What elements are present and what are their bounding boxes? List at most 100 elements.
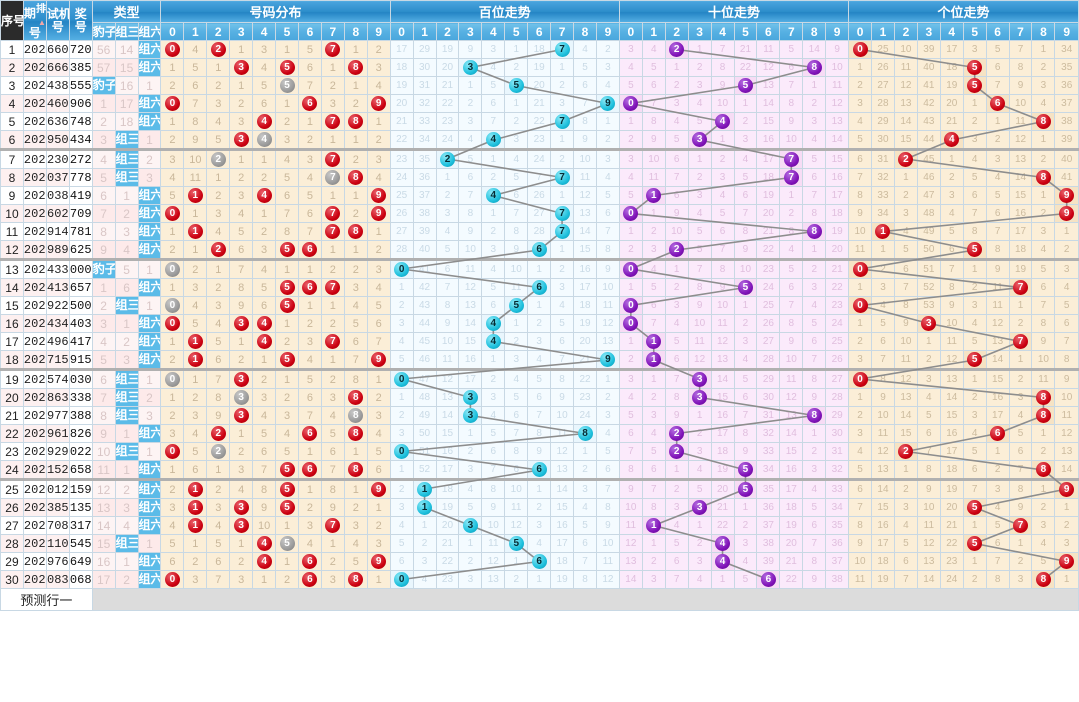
- col-header-hundreds-0[interactable]: 0: [389, 22, 414, 41]
- predict-label[interactable]: 预测行一: [0, 588, 93, 611]
- col-header-units-3[interactable]: 3: [916, 22, 941, 41]
- col-header-units-0[interactable]: 0: [848, 22, 873, 41]
- sort-up-arrow-icon[interactable]: ▲: [38, 17, 46, 27]
- cell-issue[interactable]: 2025084: [22, 368, 47, 389]
- col-header-distribution-3[interactable]: 3: [229, 22, 254, 41]
- table-row[interactable]: 18202508371591553组六216215417954611161347…: [0, 350, 1079, 370]
- table-row[interactable]: 220250676663855715组六15134561831830203421…: [0, 58, 1079, 77]
- table-row[interactable]: 23202508892902210组三105226516150511626891…: [0, 442, 1079, 461]
- cell-issue[interactable]: 2025079: [22, 278, 47, 297]
- cell-issue[interactable]: 2025095: [22, 570, 47, 589]
- table-row[interactable]: 22202508796182691组六342154658435015157811…: [0, 424, 1079, 443]
- table-row[interactable]: 242025089152658111组六16137567861521737661…: [0, 460, 1079, 480]
- col-header-units-7[interactable]: 7: [1008, 22, 1033, 41]
- col-header-distribution-6[interactable]: 6: [297, 22, 322, 41]
- table-row[interactable]: 2020250858633387组三2128332638214813335692…: [0, 388, 1079, 407]
- table-row[interactable]: 620250719504343组三12953432112223424443231…: [0, 130, 1079, 150]
- col-header-distribution-9[interactable]: 9: [366, 22, 391, 41]
- col-header-tens-4[interactable]: 4: [710, 22, 735, 41]
- table-row[interactable]: 52025070636748218组六184342178121332337222…: [0, 112, 1079, 131]
- col-header-tens-7[interactable]: 7: [779, 22, 804, 41]
- cell-issue[interactable]: 2025085: [22, 388, 47, 407]
- col-header-hundreds-1[interactable]: 1: [412, 22, 437, 41]
- cell-issue[interactable]: 2025086: [22, 406, 47, 425]
- cell-issue[interactable]: 2025091: [22, 498, 47, 517]
- cell-issue[interactable]: 2025093: [22, 534, 47, 553]
- col-header-tens-1[interactable]: 1: [641, 22, 666, 41]
- table-row[interactable]: 9202507403841961组六5123465119253727462611…: [0, 186, 1079, 205]
- sort-icon[interactable]: 排序▲▼: [36, 2, 46, 27]
- col-header-tens-5[interactable]: 5: [733, 22, 758, 41]
- cell-issue[interactable]: 2025082: [22, 332, 47, 351]
- col-header-units-8[interactable]: 8: [1031, 22, 1056, 41]
- col-header-hundreds-2[interactable]: 2: [435, 22, 460, 41]
- col-header-tens-6[interactable]: 6: [756, 22, 781, 41]
- col-header-type-0[interactable]: 豹子: [91, 22, 116, 41]
- col-header-hundreds-9[interactable]: 9: [595, 22, 620, 41]
- table-row[interactable]: 12202507798962594组六212635611228405103961…: [0, 240, 1079, 260]
- col-header-units-4[interactable]: 4: [939, 22, 964, 41]
- table-row[interactable]: 262025091385135133组六31339529213119591121…: [0, 498, 1079, 517]
- table-row[interactable]: 820250730377785组三34111225478424361625771…: [0, 168, 1079, 187]
- col-header-seq[interactable]: 序号: [0, 0, 24, 41]
- cell-issue[interactable]: 2025074: [22, 186, 47, 205]
- cell-issue[interactable]: 2025075: [22, 204, 47, 223]
- table-row[interactable]: 132025078433000豹子51021741122304161141012…: [0, 258, 1079, 279]
- cell-issue[interactable]: 2025081: [22, 314, 47, 333]
- col-header-distribution-0[interactable]: 0: [160, 22, 185, 41]
- table-row[interactable]: 32025068438555豹子161262155721419312115520…: [0, 76, 1079, 95]
- col-header-distribution-2[interactable]: 2: [206, 22, 231, 41]
- col-header-units-6[interactable]: 6: [985, 22, 1010, 41]
- col-header-units-5[interactable]: 5: [962, 22, 987, 41]
- table-row[interactable]: 16202508143440331组六054341225634491441251…: [0, 314, 1079, 333]
- table-row[interactable]: 14202507941365716组六132855673414271251163…: [0, 278, 1079, 297]
- cell-issue[interactable]: 2025078: [22, 258, 47, 279]
- table-row[interactable]: 10202507560270972组六013417672926383817277…: [0, 204, 1079, 223]
- table-row[interactable]: 292025094976649161组六62624162596322212161…: [0, 552, 1079, 571]
- col-header-tens-8[interactable]: 8: [802, 22, 827, 41]
- cell-issue[interactable]: 2025089: [22, 460, 47, 480]
- table-row[interactable]: 1920250845740306组三1017321528104712172458…: [0, 368, 1079, 389]
- col-header-type-1[interactable]: 组三: [114, 22, 139, 41]
- col-header-test[interactable]: 试机号: [45, 0, 70, 41]
- table-row[interactable]: 17202508249641742组六115142376744510154236…: [0, 332, 1079, 351]
- col-header-hundreds-3[interactable]: 3: [458, 22, 483, 41]
- cell-issue[interactable]: 2025066: [22, 40, 47, 59]
- table-row[interactable]: 252025090012159122组六21248518192118481011…: [0, 478, 1079, 499]
- col-header-issue[interactable]: 期排序▲▼ 号: [22, 0, 47, 41]
- table-row[interactable]: 272025092708317144组六41431013732412031012…: [0, 516, 1079, 535]
- col-header-hundreds-5[interactable]: 5: [504, 22, 529, 41]
- col-header-tens-3[interactable]: 3: [687, 22, 712, 41]
- table-row[interactable]: 302025095083068172组六03731263810423313211…: [0, 570, 1079, 589]
- cell-issue[interactable]: 2025068: [22, 76, 47, 95]
- col-header-units-1[interactable]: 1: [871, 22, 895, 41]
- table-row[interactable]: 11202507691478183组六114528778127394928287…: [0, 222, 1079, 241]
- cell-issue[interactable]: 2025067: [22, 58, 47, 77]
- table-row[interactable]: 28202509311054515组三151514541435221111541…: [0, 534, 1079, 553]
- col-header-distribution-4[interactable]: 4: [252, 22, 277, 41]
- col-header-hundreds-8[interactable]: 8: [573, 22, 597, 41]
- cell-issue[interactable]: 2025071: [22, 130, 47, 150]
- col-header-distribution-8[interactable]: 8: [343, 22, 368, 41]
- cell-issue[interactable]: 2025072: [22, 148, 47, 169]
- col-header-units-2[interactable]: 2: [893, 22, 918, 41]
- cell-issue[interactable]: 2025080: [22, 296, 47, 315]
- col-header-distribution-7[interactable]: 7: [320, 22, 345, 41]
- cell-issue[interactable]: 2025076: [22, 222, 47, 241]
- cell-issue[interactable]: 2025092: [22, 516, 47, 535]
- cell-issue[interactable]: 2025087: [22, 424, 47, 443]
- cell-issue[interactable]: 2025077: [22, 240, 47, 260]
- table-row[interactable]: 2120250869773888组三3239343748324914346710…: [0, 406, 1079, 425]
- table-row[interactable]: 1520250809225002组三1043965114524381365141…: [0, 296, 1079, 315]
- col-header-type-2[interactable]: 组六: [137, 22, 162, 41]
- cell-issue[interactable]: 2025088: [22, 442, 47, 461]
- table-row[interactable]: 120250666607205614组六04213157121729199311…: [0, 40, 1079, 59]
- table-row[interactable]: 42025069460906117组六073261632920322226121…: [0, 94, 1079, 113]
- cell-issue[interactable]: 2025083: [22, 350, 47, 370]
- predict-blank-cells[interactable]: [91, 588, 1079, 611]
- col-header-tens-0[interactable]: 0: [618, 22, 643, 41]
- cell-issue[interactable]: 2025090: [22, 478, 47, 499]
- col-header-hundreds-4[interactable]: 4: [481, 22, 506, 41]
- cell-issue[interactable]: 2025094: [22, 552, 47, 571]
- table-row[interactable]: 720250722302724组三23102114372323352514242…: [0, 148, 1079, 169]
